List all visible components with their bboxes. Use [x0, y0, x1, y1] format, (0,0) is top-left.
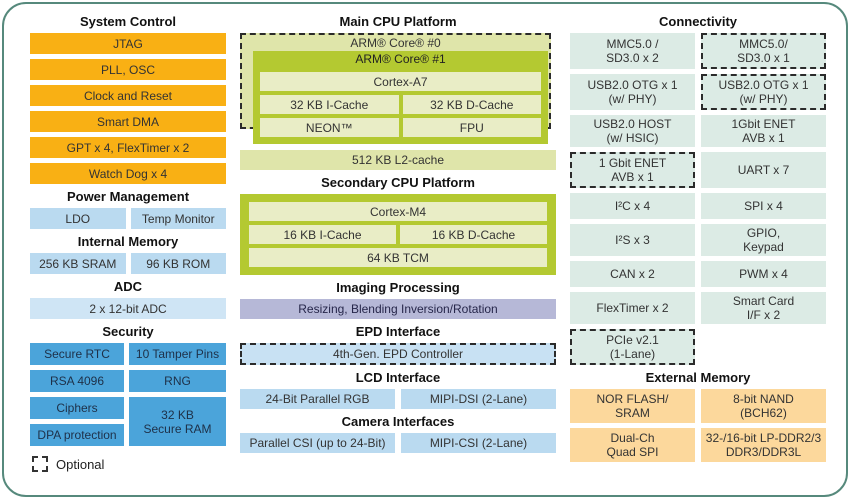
- block-enet-avb-optional: 1 Gbit ENET AVB x 1: [570, 152, 695, 188]
- block-secure-ram: 32 KB Secure RAM: [129, 397, 226, 446]
- block-dpa-protection: DPA protection: [30, 424, 124, 446]
- block-ciphers: Ciphers: [30, 397, 124, 419]
- block-watchdog: Watch Dog x 4: [30, 163, 226, 184]
- block-cortex-a7: Cortex-A7: [260, 72, 541, 91]
- block-enet-avb: 1Gbit ENET AVB x 1: [701, 115, 826, 147]
- section-title-internal-memory: Internal Memory: [77, 234, 179, 249]
- block-rsa-4096: RSA 4096: [30, 370, 124, 392]
- block-nand: 8-bit NAND (BCH62): [701, 389, 826, 423]
- block-pcie-optional: PCIe v2.1 (1-Lane): [570, 329, 695, 365]
- block-jtag: JTAG: [30, 33, 226, 54]
- block-usb-otg: USB2.0 OTG x 1 (w/ PHY): [570, 74, 695, 110]
- arm-core1-label: ARM® Core® #1: [355, 52, 446, 66]
- block-usb-otg-optional: USB2.0 OTG x 1 (w/ PHY): [701, 74, 826, 110]
- block-secure-rtc: Secure RTC: [30, 343, 124, 365]
- block-epd-controller: 4th-Gen. EPD Controller: [240, 343, 556, 365]
- block-pll-osc: PLL, OSC: [30, 59, 226, 80]
- a7-cache-row: 32 KB I-Cache 32 KB D-Cache: [260, 95, 541, 114]
- external-memory-grid: NOR FLASH/ SRAM 8-bit NAND (BCH62) Dual-…: [570, 389, 826, 462]
- block-mmc-sd-x2: MMC5.0 / SD3.0 x 2: [570, 33, 695, 69]
- section-title-external-memory: External Memory: [645, 370, 751, 385]
- block-fpu: FPU: [402, 118, 541, 137]
- a7-simd-row: NEON™ FPU: [260, 118, 541, 137]
- block-gpio-keypad: GPIO, Keypad: [701, 224, 826, 256]
- section-title-camera: Camera Interfaces: [341, 414, 455, 429]
- block-flextimer: FlexTimer x 2: [570, 292, 695, 324]
- block-smart-card: Smart Card I/F x 2: [701, 292, 826, 324]
- block-uart: UART x 7: [701, 152, 826, 188]
- block-tamper-pins: 10 Tamper Pins: [129, 343, 226, 365]
- block-quad-spi: Dual-Ch Quad SPI: [570, 428, 695, 462]
- optional-dashed-swatch: [32, 456, 48, 472]
- block-usb-host: USB2.0 HOST (w/ HSIC): [570, 115, 695, 147]
- right-column: Connectivity MMC5.0 / SD3.0 x 2 MMC5.0/ …: [570, 12, 826, 487]
- block-can: CAN x 2: [570, 261, 695, 287]
- block-cortex-m4: Cortex-M4: [249, 202, 547, 221]
- block-ldo: LDO: [30, 208, 126, 229]
- block-sram-256kb: 256 KB SRAM: [30, 253, 126, 274]
- block-neon: NEON™: [260, 118, 399, 137]
- section-title-epd: EPD Interface: [355, 324, 441, 339]
- section-title-main-cpu: Main CPU Platform: [339, 14, 457, 29]
- m4-cache-row: 16 KB I-Cache 16 KB D-Cache: [249, 225, 547, 244]
- block-mipi-dsi: MIPI-DSI (2-Lane): [401, 389, 556, 409]
- section-title-security: Security: [102, 324, 154, 339]
- secondary-cpu-container: Cortex-M4 16 KB I-Cache 16 KB D-Cache 64…: [240, 194, 556, 275]
- arm-core0-label: ARM® Core® #0: [350, 36, 441, 50]
- block-tcm: 64 KB TCM: [249, 248, 547, 267]
- block-spi: SPI x 4: [701, 193, 826, 219]
- section-title-adc: ADC: [113, 279, 143, 294]
- section-title-imaging: Imaging Processing: [336, 280, 460, 295]
- block-m4-dcache: 16 KB D-Cache: [400, 225, 547, 244]
- section-title-system-control: System Control: [79, 14, 177, 29]
- block-mmc-sd-x1-optional: MMC5.0/ SD3.0 x 1: [701, 33, 826, 69]
- block-l2-cache: 512 KB L2-cache: [240, 150, 556, 170]
- block-i2c: I²C x 4: [570, 193, 695, 219]
- block-nor-flash-sram: NOR FLASH/ SRAM: [570, 389, 695, 423]
- block-pwm: PWM x 4: [701, 261, 826, 287]
- block-temp-monitor: Temp Monitor: [130, 208, 226, 229]
- section-title-connectivity: Connectivity: [658, 14, 737, 29]
- block-imaging-processing: Resizing, Blending Inversion/Rotation: [240, 299, 556, 319]
- block-m4-icache: 16 KB I-Cache: [249, 225, 396, 244]
- left-column: System Control JTAG PLL, OSC Clock and R…: [30, 12, 226, 487]
- block-adc: 2 x 12-bit ADC: [30, 298, 226, 319]
- system-control-stack: JTAG PLL, OSC Clock and Reset Smart DMA …: [30, 33, 226, 184]
- block-i2s: I²S x 3: [570, 224, 695, 256]
- block-parallel-rgb: 24-Bit Parallel RGB: [240, 389, 395, 409]
- optional-legend: Optional: [32, 456, 226, 472]
- section-title-power-management: Power Management: [66, 189, 190, 204]
- camera-grid: Parallel CSI (up to 24-Bit) MIPI-CSI (2-…: [240, 433, 556, 453]
- section-title-secondary-cpu: Secondary CPU Platform: [321, 175, 475, 190]
- power-management-grid: LDO Temp Monitor: [30, 208, 226, 229]
- block-parallel-csi: Parallel CSI (up to 24-Bit): [240, 433, 395, 453]
- block-lpddr: 32-/16-bit LP-DDR2/3 DDR3/DDR3L: [701, 428, 826, 462]
- center-column: Main CPU Platform ARM® Core® #0 ARM® Cor…: [240, 12, 556, 487]
- block-a7-dcache: 32 KB D-Cache: [402, 95, 541, 114]
- main-cpu-cluster: ARM® Core® #0 ARM® Core® #1 Cortex-A7 32…: [240, 33, 556, 146]
- main-cpu-core1: ARM® Core® #1 Cortex-A7 32 KB I-Cache 32…: [253, 51, 548, 144]
- connectivity-grid: MMC5.0 / SD3.0 x 2 MMC5.0/ SD3.0 x 1 USB…: [570, 33, 826, 365]
- optional-legend-label: Optional: [56, 456, 105, 472]
- block-gpt-flextimer: GPT x 4, FlexTimer x 2: [30, 137, 226, 158]
- internal-memory-grid: 256 KB SRAM 96 KB ROM: [30, 253, 226, 274]
- section-title-lcd: LCD Interface: [355, 370, 441, 385]
- lcd-grid: 24-Bit Parallel RGB MIPI-DSI (2-Lane): [240, 389, 556, 409]
- block-smart-dma: Smart DMA: [30, 111, 226, 132]
- block-clock-reset: Clock and Reset: [30, 85, 226, 106]
- block-a7-icache: 32 KB I-Cache: [260, 95, 399, 114]
- block-rom-96kb: 96 KB ROM: [130, 253, 226, 274]
- block-rng: RNG: [129, 370, 226, 392]
- block-mipi-csi: MIPI-CSI (2-Lane): [401, 433, 556, 453]
- security-grid: Secure RTC 10 Tamper Pins RSA 4096 RNG C…: [30, 343, 226, 446]
